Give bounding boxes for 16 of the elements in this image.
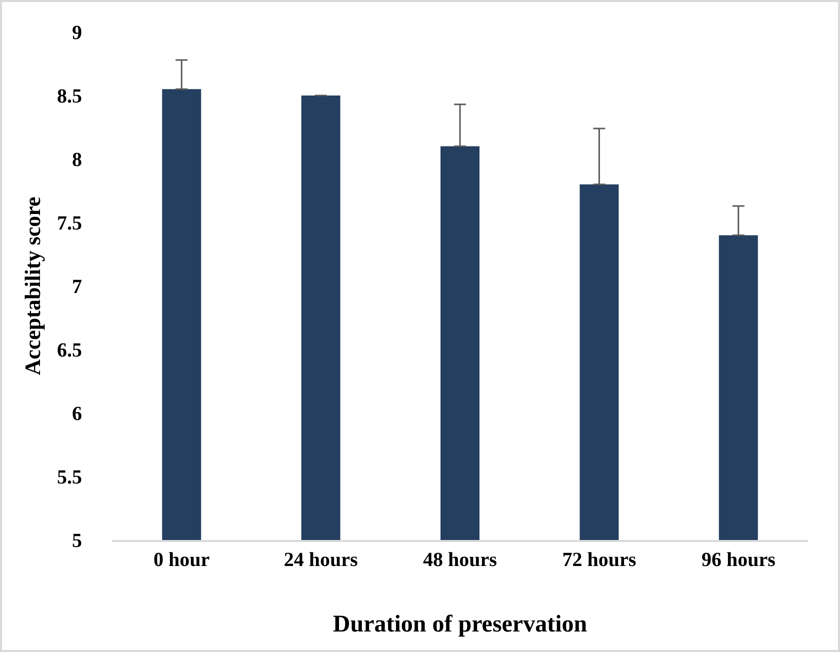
y-tick-label: 9 (72, 22, 82, 44)
x-tick-label: 24 hours (284, 548, 358, 571)
x-tick-label: 96 hours (701, 548, 776, 571)
x-tick-label: 0 hour (154, 548, 210, 571)
y-tick-label: 6 (72, 403, 82, 425)
y-axis-title: Acceptability score (20, 196, 45, 376)
y-tick-label: 5 (72, 530, 82, 552)
y-tick-label: 6.5 (57, 340, 82, 362)
x-tick-label: 72 hours (562, 548, 636, 571)
x-axis-title: Duration of preservation (332, 612, 588, 638)
y-tick-label: 7.5 (57, 212, 82, 234)
y-tick-label: 7 (72, 276, 82, 298)
y-tick-label: 8 (72, 149, 82, 171)
y-tick-label: 5.5 (57, 466, 82, 488)
y-tick-label: 8.5 (57, 86, 82, 108)
x-tick-label: 48 hours (423, 548, 498, 571)
